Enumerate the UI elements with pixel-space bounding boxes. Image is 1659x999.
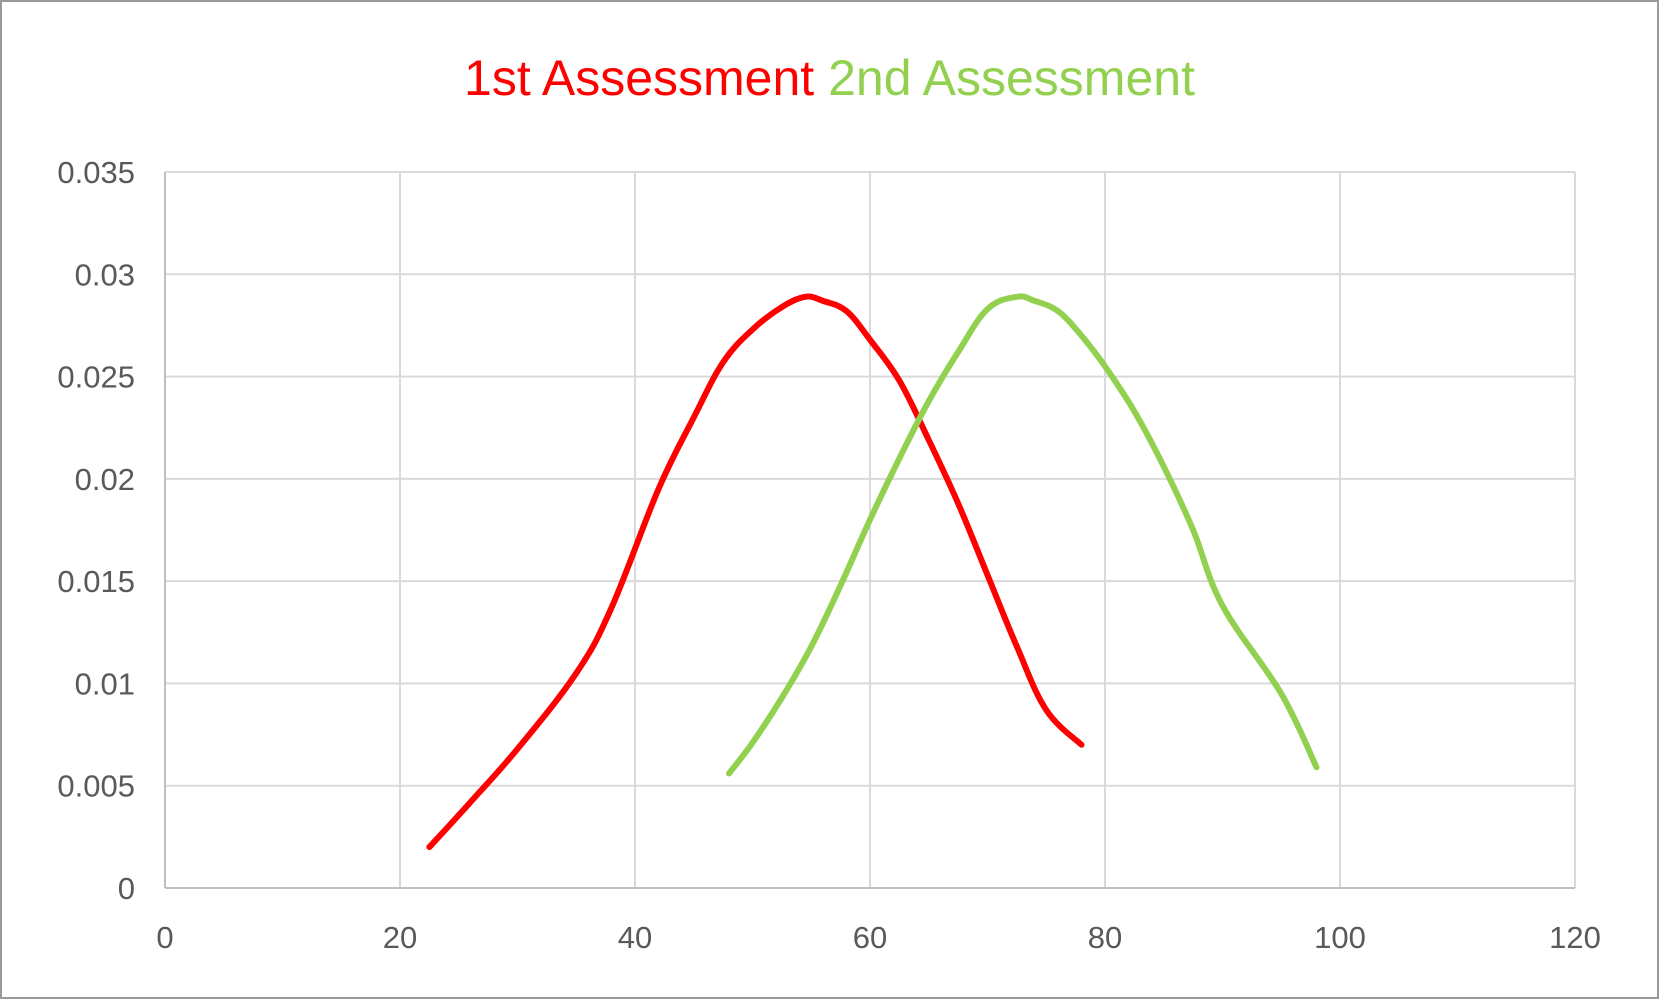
x-tick-label: 20 [383,920,417,955]
axes [164,172,1575,889]
y-tick-label: 0 [118,871,135,906]
title-series-2: 2nd Assessment [828,50,1195,106]
y-tick-label: 0.035 [57,155,135,190]
y-tick-label: 0.005 [57,769,135,804]
y-tick-labels: 0 0.005 0.01 0.015 0.02 0.025 0.03 0.035 [57,155,135,906]
y-tick-label: 0.015 [57,564,135,599]
series-lines [426,293,1320,851]
y-tick-label: 0.01 [75,666,135,701]
title-series-1: 1st Assessment [464,50,815,106]
x-tick-label: 40 [618,920,652,955]
x-tick-label: 100 [1314,920,1366,955]
series-line-1 [426,293,1085,851]
y-tick-label: 0.025 [57,360,135,395]
x-tick-labels: 0 20 40 60 80 100 120 [156,920,1600,955]
grid-lines [165,171,1576,888]
y-tick-label: 0.03 [75,257,135,292]
x-tick-label: 120 [1549,920,1601,955]
x-tick-label: 80 [1088,920,1122,955]
x-tick-label: 60 [853,920,887,955]
y-tick-label: 0.02 [75,462,135,497]
series-line-2 [726,293,1320,777]
x-tick-label: 0 [156,920,173,955]
chart-title: 1st Assessment 2nd Assessment [0,48,1659,108]
